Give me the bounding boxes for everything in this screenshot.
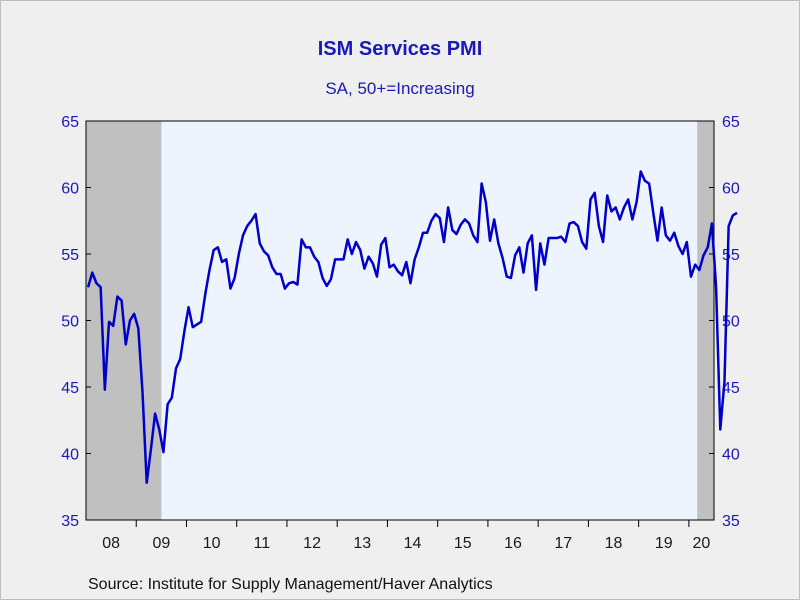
y-tick-label-left: 45 (61, 380, 79, 397)
x-tick-label: 14 (404, 535, 422, 552)
y-tick-label-left: 40 (61, 447, 79, 464)
recession-band-2 (697, 121, 714, 520)
y-tick-label-left: 65 (61, 114, 79, 131)
x-tick-label: 13 (353, 535, 371, 552)
x-tick-label: 19 (655, 535, 673, 552)
y-tick-label-left: 60 (61, 181, 79, 198)
y-tick-label-left: 50 (61, 314, 79, 331)
y-tick-label-right: 55 (722, 247, 740, 264)
x-tick-label: 08 (102, 535, 120, 552)
chart-subtitle: SA, 50+=Increasing (325, 79, 475, 98)
plot-area (86, 121, 714, 520)
x-tick-label: 09 (152, 535, 170, 552)
x-tick-label: 10 (203, 535, 221, 552)
chart-title: ISM Services PMI (317, 38, 483, 60)
y-tick-label-right: 35 (722, 513, 740, 530)
y-tick-label-right: 45 (722, 380, 740, 397)
x-tick-label: 12 (303, 535, 321, 552)
source-note: Source: Institute for Supply Management/… (88, 576, 493, 593)
x-tick-label: 16 (504, 535, 522, 552)
series-line-1 (86, 170, 738, 485)
y-tick-label-left: 55 (61, 247, 79, 264)
x-tick-label: 11 (254, 535, 271, 552)
y-tick-label-right: 40 (722, 447, 740, 464)
y-tick-label-left: 35 (61, 513, 79, 530)
x-tick-label: 17 (554, 535, 572, 552)
x-tick-label: 15 (454, 535, 472, 552)
x-tick-label: 20 (693, 535, 711, 552)
y-tick-label-right: 65 (722, 114, 740, 131)
x-tick-label: 18 (605, 535, 623, 552)
y-tick-label-right: 60 (722, 181, 740, 198)
